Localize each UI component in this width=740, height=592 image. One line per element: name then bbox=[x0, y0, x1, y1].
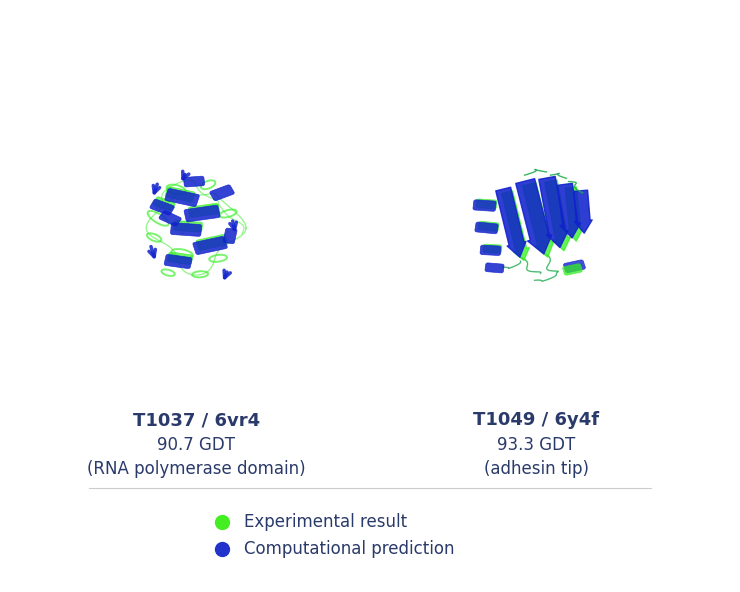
FancyBboxPatch shape bbox=[167, 252, 193, 265]
FancyBboxPatch shape bbox=[480, 245, 501, 256]
Text: Experimental result: Experimental result bbox=[244, 513, 407, 531]
FancyArrowPatch shape bbox=[522, 182, 554, 257]
FancyArrowPatch shape bbox=[574, 190, 592, 233]
FancyBboxPatch shape bbox=[473, 200, 496, 211]
FancyArrowPatch shape bbox=[539, 176, 568, 247]
FancyArrowPatch shape bbox=[502, 191, 529, 260]
Text: 93.3 GDT: 93.3 GDT bbox=[497, 436, 576, 454]
FancyBboxPatch shape bbox=[170, 223, 202, 236]
FancyBboxPatch shape bbox=[193, 236, 227, 255]
FancyArrowPatch shape bbox=[183, 171, 189, 179]
FancyBboxPatch shape bbox=[184, 205, 220, 222]
FancyArrowPatch shape bbox=[496, 187, 526, 257]
FancyBboxPatch shape bbox=[223, 228, 237, 244]
Text: 90.7 GDT: 90.7 GDT bbox=[157, 436, 235, 454]
FancyArrowPatch shape bbox=[224, 271, 230, 278]
FancyBboxPatch shape bbox=[188, 203, 220, 217]
Text: T1037 / 6vr4: T1037 / 6vr4 bbox=[132, 411, 260, 429]
Text: (RNA polymerase domain): (RNA polymerase domain) bbox=[87, 460, 306, 478]
FancyArrowPatch shape bbox=[149, 246, 155, 257]
FancyBboxPatch shape bbox=[164, 255, 192, 269]
FancyBboxPatch shape bbox=[196, 234, 228, 250]
FancyArrowPatch shape bbox=[565, 187, 582, 241]
FancyArrowPatch shape bbox=[516, 179, 552, 254]
FancyArrowPatch shape bbox=[230, 221, 236, 230]
FancyArrowPatch shape bbox=[153, 184, 160, 193]
FancyBboxPatch shape bbox=[475, 222, 498, 234]
Text: Computational prediction: Computational prediction bbox=[244, 540, 454, 558]
FancyBboxPatch shape bbox=[165, 188, 199, 207]
FancyBboxPatch shape bbox=[174, 220, 203, 232]
FancyBboxPatch shape bbox=[485, 263, 504, 273]
FancyBboxPatch shape bbox=[184, 176, 205, 187]
FancyBboxPatch shape bbox=[563, 260, 585, 273]
FancyArrowPatch shape bbox=[545, 180, 571, 251]
Text: T1049 / 6y4f: T1049 / 6y4f bbox=[474, 411, 599, 429]
FancyBboxPatch shape bbox=[562, 264, 582, 275]
FancyBboxPatch shape bbox=[210, 185, 235, 201]
Text: (adhesin tip): (adhesin tip) bbox=[484, 460, 589, 478]
FancyBboxPatch shape bbox=[150, 200, 175, 215]
FancyBboxPatch shape bbox=[165, 186, 195, 202]
FancyBboxPatch shape bbox=[159, 211, 181, 226]
FancyBboxPatch shape bbox=[476, 199, 497, 209]
FancyArrowPatch shape bbox=[557, 184, 581, 238]
FancyBboxPatch shape bbox=[478, 221, 499, 231]
FancyBboxPatch shape bbox=[153, 197, 175, 211]
FancyBboxPatch shape bbox=[483, 244, 502, 253]
